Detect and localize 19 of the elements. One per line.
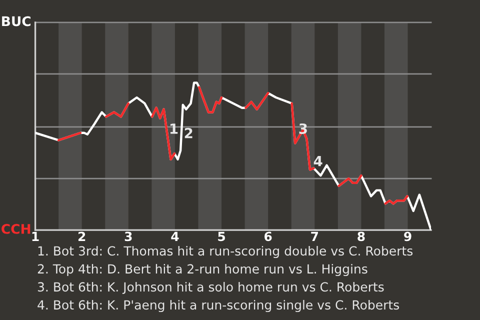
x-tick-label: 1	[32, 232, 39, 241]
annotation: 2	[184, 128, 192, 138]
x-tick-label: 5	[218, 232, 225, 242]
x-tick-label: 9	[404, 232, 412, 242]
annotation: 4	[314, 156, 322, 166]
annotation: 1	[170, 124, 178, 134]
x-tick-label: 2	[78, 232, 86, 241]
text: 1. Bot 3rd: C. Thomas hit a run-scoring double vs C. Roberts	[38, 246, 413, 258]
text: CCH	[2, 224, 30, 234]
x-tick-label: 4	[171, 232, 179, 241]
annotation: 3	[299, 123, 307, 134]
text: BUC	[2, 16, 30, 26]
text: 4. Bot 6th: K. P'aeng hit a run-scoring single vs C. Roberts	[38, 300, 400, 312]
text: 3. Bot 6th: K. Johnson hit a solo home run vs C. Roberts	[38, 282, 384, 294]
x-tick-label: 3	[124, 232, 132, 242]
x-tick-label: 8	[358, 232, 365, 242]
x-tick-label: 7	[311, 232, 318, 241]
text: 2. Top 4th: D. Bert hit a 2-run home run vs L. Higgins	[38, 264, 368, 276]
x-tick-label: 6	[264, 232, 272, 242]
